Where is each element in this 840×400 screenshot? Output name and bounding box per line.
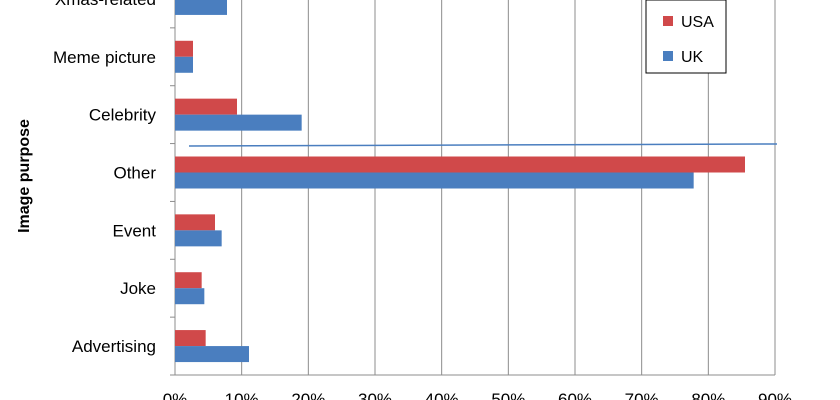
category-label: Meme picture xyxy=(53,48,156,67)
bar-uk xyxy=(175,346,249,363)
x-tick-label: 20% xyxy=(291,390,325,400)
bar-usa xyxy=(175,40,193,57)
category-label: Celebrity xyxy=(89,106,157,125)
bar-uk xyxy=(175,288,205,305)
legend-label-uk: UK xyxy=(681,49,704,66)
bar-usa xyxy=(175,156,745,173)
x-tick-label: 80% xyxy=(691,390,725,400)
category-labels: Xmas-related Meme picture Celebrity Other Ev… xyxy=(53,0,156,356)
x-tick-label: 60% xyxy=(558,390,592,400)
bar-uk xyxy=(175,56,193,73)
category-label: Joke xyxy=(120,279,156,298)
x-tick-label: 10% xyxy=(225,390,259,400)
bar-usa xyxy=(175,98,237,115)
legend-box xyxy=(645,0,727,74)
x-tick-labels: 0% 10% 20% 30% 40% 50% 60% 70% 80% 90% xyxy=(163,390,792,400)
bar-uk xyxy=(175,0,227,15)
bar-usa xyxy=(175,214,215,231)
y-axis-title: Image purpose xyxy=(16,119,33,233)
legend-swatch-usa xyxy=(663,16,673,26)
x-tick-label: 90% xyxy=(758,390,792,400)
legend-label-usa: USA xyxy=(681,14,714,31)
x-tick-label: 70% xyxy=(625,390,659,400)
legend-swatch-uk xyxy=(663,51,673,61)
bar-uk xyxy=(175,172,694,189)
bar-usa xyxy=(175,272,202,289)
x-tick-label: 30% xyxy=(358,390,392,400)
category-label: Xmas-related xyxy=(55,0,156,9)
category-label: Advertising xyxy=(72,337,156,356)
x-tick-label: 50% xyxy=(491,390,525,400)
bar-usa xyxy=(175,330,206,347)
category-label: Other xyxy=(113,164,156,183)
bars xyxy=(175,0,745,363)
x-tick-label: 40% xyxy=(425,390,459,400)
bar-uk xyxy=(175,230,222,247)
bar-uk xyxy=(175,114,302,131)
x-tick-label: 0% xyxy=(163,390,188,400)
annotation-line xyxy=(188,143,778,147)
legend: USA UK xyxy=(645,0,727,74)
category-label: Event xyxy=(113,221,157,240)
